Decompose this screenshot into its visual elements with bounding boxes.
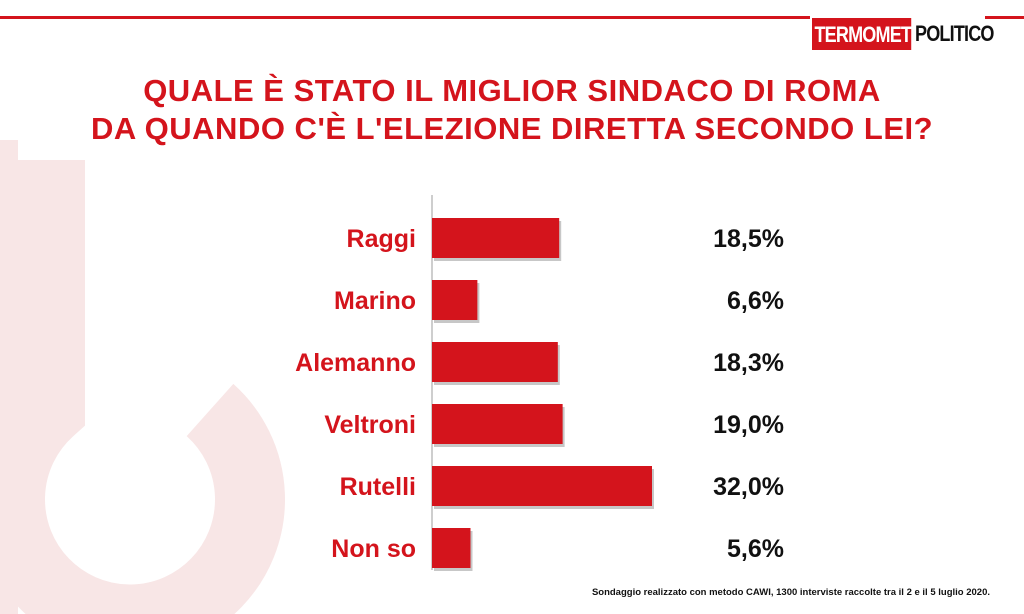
- chart-title-line-1: QUALE È STATO IL MIGLIOR SINDACO DI ROMA: [143, 73, 881, 108]
- top-rule: [0, 16, 810, 19]
- category-label: Rutelli: [340, 473, 416, 501]
- bar-alemanno: [432, 342, 558, 382]
- bar-rutelli: [432, 466, 652, 506]
- value-label: 18,3%: [713, 349, 784, 377]
- value-label: 6,6%: [727, 287, 784, 315]
- category-label: Raggi: [347, 225, 416, 253]
- category-label: Non so: [331, 535, 416, 563]
- value-label: 32,0%: [713, 473, 784, 501]
- bar-non-so: [432, 528, 471, 568]
- bar-veltroni: [432, 404, 563, 444]
- value-label: 5,6%: [727, 535, 784, 563]
- logo-part2: POLITICO: [915, 21, 994, 46]
- category-label: Veltroni: [324, 411, 416, 439]
- top-rule-right: [985, 16, 1024, 19]
- chart-title-line-2: DA QUANDO C'È L'ELEZIONE DIRETTA SECONDO…: [90, 111, 934, 146]
- category-label: Alemanno: [295, 349, 416, 377]
- bar-marino: [432, 280, 478, 320]
- category-label: Marino: [334, 287, 416, 315]
- bar-raggi: [432, 218, 560, 258]
- chart-title: QUALE È STATO IL MIGLIOR SINDACO DI ROMA…: [60, 72, 964, 148]
- value-label: 18,5%: [713, 225, 784, 253]
- footnote: Sondaggio realizzato con metodo CAWI, 13…: [591, 587, 990, 598]
- logo: TERMOMETRO POLITICO: [812, 18, 1011, 50]
- value-label: 19,0%: [713, 411, 784, 439]
